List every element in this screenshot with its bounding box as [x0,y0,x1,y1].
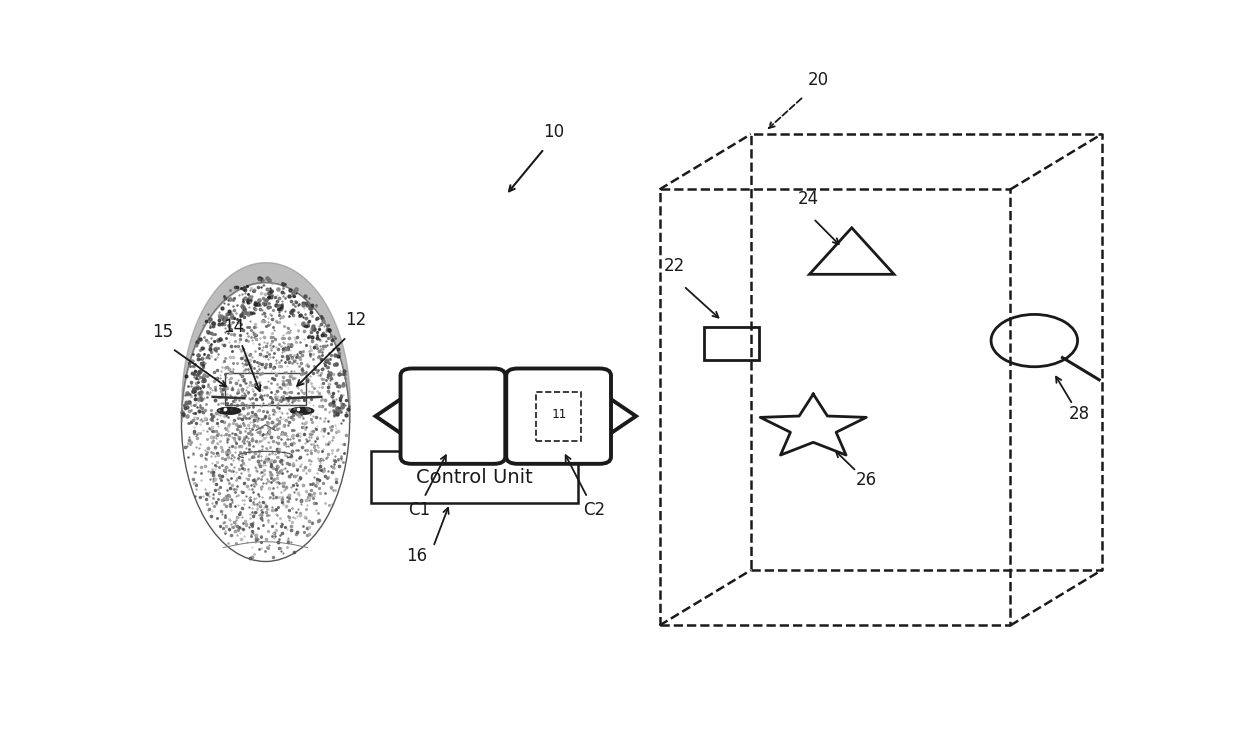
Bar [226,373,306,405]
Text: C2: C2 [583,501,605,519]
Ellipse shape [290,407,314,414]
Polygon shape [492,390,531,442]
FancyBboxPatch shape [401,368,505,464]
Bar [536,392,582,441]
Text: 24: 24 [797,190,820,208]
Bar [371,451,578,504]
Text: 22: 22 [663,257,684,276]
Polygon shape [481,390,520,442]
Polygon shape [598,390,636,442]
Bar [704,327,759,360]
Text: 14: 14 [223,318,244,336]
Polygon shape [376,390,414,442]
Text: 12: 12 [346,311,367,329]
Text: 11: 11 [551,408,567,421]
Text: 16: 16 [407,547,428,565]
Text: 15: 15 [153,323,174,341]
Text: C1: C1 [408,501,430,519]
Text: 10: 10 [543,123,564,141]
Text: 20: 20 [807,71,828,89]
Text: 28: 28 [1069,405,1090,423]
Ellipse shape [217,407,241,414]
Text: Control Unit: Control Unit [417,467,533,487]
FancyBboxPatch shape [506,368,611,464]
Text: 26: 26 [856,471,877,488]
